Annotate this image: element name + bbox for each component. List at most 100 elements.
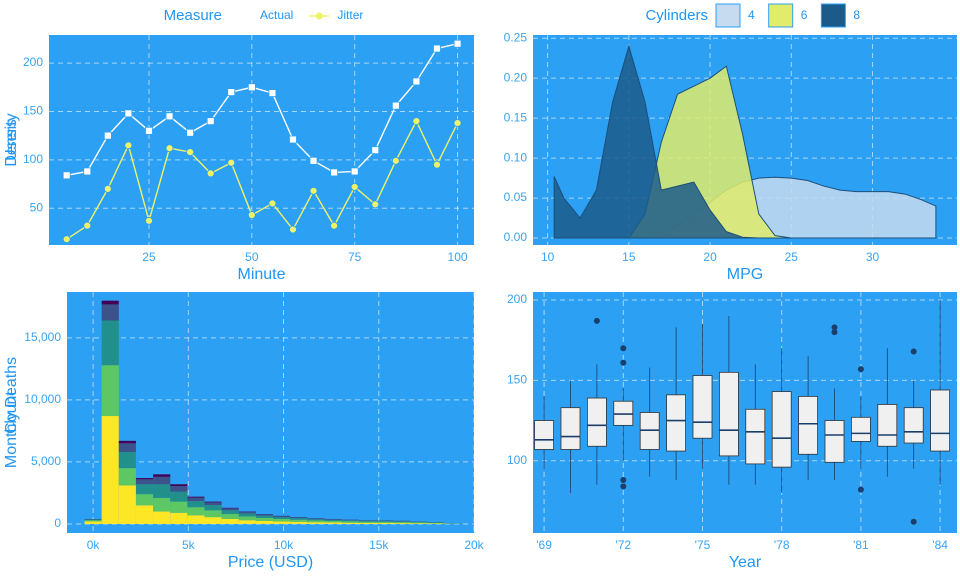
bar-segment (204, 510, 222, 518)
box (877, 404, 898, 447)
point (165, 144, 174, 153)
outlier (620, 345, 627, 352)
bar-segment (204, 502, 222, 506)
bar-segment (255, 514, 274, 516)
plot-area (49, 35, 474, 245)
x-tick-label: 15 (622, 250, 636, 264)
x-tick-label: 50 (245, 250, 259, 264)
bar-segment (101, 320, 119, 366)
bar-segment (358, 521, 376, 523)
legend-label: Actual (260, 8, 293, 22)
outlier (593, 317, 600, 324)
bar-segment (187, 507, 205, 516)
y-tick-label: 150 (23, 104, 43, 118)
y-tick-label: 10,000 (24, 392, 61, 406)
outlier (620, 359, 627, 366)
plot-area (533, 35, 957, 245)
bar-segment (187, 497, 205, 501)
x-tick-label: '84 (932, 538, 948, 552)
legend-label: 8 (853, 8, 860, 22)
bar-segment (101, 416, 119, 524)
plot-background (49, 35, 474, 245)
point (412, 77, 421, 86)
box (930, 389, 951, 452)
bar-segment (153, 497, 171, 512)
bar-segment (290, 519, 308, 522)
legend-label: Jitter (337, 8, 363, 22)
x-tick-label: 10k (274, 538, 294, 552)
bar-segment (204, 505, 222, 511)
x-tick-label: 0k (87, 538, 101, 552)
x-tick-label: '81 (853, 538, 869, 552)
bar-segment (135, 484, 154, 495)
box (560, 407, 581, 450)
point (62, 171, 71, 180)
box (850, 416, 871, 442)
bar-segment (204, 501, 222, 503)
x-tick-label: '75 (695, 538, 711, 552)
y-tick-label: 0.20 (504, 70, 528, 84)
y-tick-label: 0.00 (504, 230, 528, 244)
point (433, 160, 441, 169)
point (206, 169, 215, 178)
bar-segment (341, 521, 359, 523)
point (83, 167, 92, 176)
bar-segment (410, 521, 428, 523)
bar-segment (221, 518, 239, 524)
box (613, 400, 634, 426)
point (124, 109, 133, 118)
y-tick-label: 0.15 (504, 110, 528, 124)
x-tick-label: 30 (866, 250, 880, 264)
bar-segment (101, 365, 119, 417)
outlier (910, 348, 917, 355)
bar-segment (324, 522, 342, 524)
point (330, 221, 339, 230)
bar-segment (238, 513, 256, 517)
bar-segment (187, 496, 205, 498)
bar-segment (118, 468, 136, 486)
box (639, 412, 660, 450)
bar-segment (273, 521, 291, 524)
bar-segment (324, 519, 342, 520)
point (371, 146, 380, 155)
point (289, 135, 297, 144)
point (453, 119, 462, 127)
bar-segment (84, 520, 102, 522)
x-tick-label: '69 (536, 538, 552, 552)
box (745, 408, 766, 465)
bar-segment (170, 491, 188, 502)
bar-segment (153, 476, 171, 485)
outlier (857, 366, 864, 373)
bar-segment (410, 522, 428, 524)
y-axis-title: Users (3, 119, 20, 161)
bar-segment (255, 520, 274, 524)
point (391, 101, 400, 110)
bar-segment (273, 518, 291, 522)
bar-segment (187, 500, 205, 508)
point (165, 112, 174, 121)
bar-segment (307, 519, 325, 521)
bar-segment (101, 304, 119, 321)
bar-segment (170, 501, 188, 513)
y-axis-title: Density (3, 113, 20, 166)
bar-segment (273, 516, 291, 518)
point (206, 117, 215, 126)
bar-segment (135, 478, 154, 480)
point (330, 168, 339, 177)
bar-segment (273, 517, 291, 519)
point (145, 126, 153, 135)
legend-key (238, 12, 246, 20)
bar-segment (170, 512, 188, 524)
box (586, 397, 607, 447)
bar-segment (84, 519, 102, 521)
x-tick-label: 75 (348, 250, 362, 264)
bar-segment (307, 522, 325, 524)
plot-area (533, 292, 957, 533)
box (534, 420, 554, 450)
bar-segment (204, 517, 222, 524)
point (350, 167, 359, 176)
outlier (831, 329, 838, 336)
bar-segment (290, 521, 308, 524)
point (145, 216, 153, 225)
